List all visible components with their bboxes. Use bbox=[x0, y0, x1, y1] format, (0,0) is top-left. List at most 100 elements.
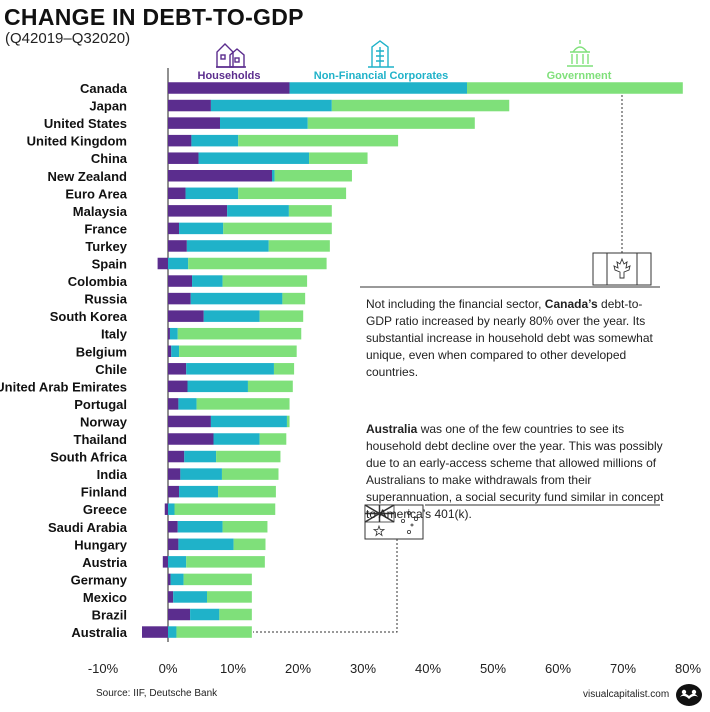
category-label: India bbox=[97, 467, 128, 482]
bar-segment bbox=[207, 591, 252, 603]
category-label: Australia bbox=[71, 625, 127, 640]
x-tick-label: 0% bbox=[159, 661, 178, 676]
category-label: China bbox=[91, 151, 128, 166]
annotation-canada-pre: Not including the financial sector, bbox=[366, 297, 545, 311]
category-label: Malaysia bbox=[73, 204, 128, 219]
bar-segment bbox=[168, 503, 175, 515]
brand-link[interactable]: visualcapitalist.com bbox=[583, 689, 670, 700]
bar-segment bbox=[168, 187, 186, 200]
bar-segment bbox=[210, 415, 287, 428]
bar-segment bbox=[168, 415, 211, 428]
capitol-building-icon bbox=[567, 40, 593, 67]
bar-segment bbox=[168, 485, 180, 498]
bar-segment bbox=[168, 573, 171, 586]
houses-icon bbox=[216, 43, 246, 68]
category-label: France bbox=[84, 221, 127, 236]
bar-segment bbox=[220, 117, 308, 129]
legend-label: Government bbox=[547, 70, 612, 82]
bar-segment bbox=[186, 240, 269, 252]
bar-segment bbox=[219, 608, 252, 621]
bar-segment bbox=[222, 275, 308, 287]
category-label: Chile bbox=[95, 362, 127, 377]
category-label: Japan bbox=[89, 99, 127, 114]
bar-segment bbox=[210, 99, 332, 112]
bar-segment bbox=[168, 556, 187, 568]
bar-segment bbox=[177, 521, 223, 533]
bar-segment bbox=[178, 398, 197, 410]
canada-flag-icon bbox=[592, 252, 652, 286]
category-label: Austria bbox=[82, 555, 128, 570]
bar-segment bbox=[168, 433, 214, 445]
bar-segment bbox=[168, 521, 178, 533]
category-label: Italy bbox=[101, 327, 128, 342]
bar-segment bbox=[247, 380, 293, 393]
bar-segment bbox=[223, 222, 332, 235]
category-label: Russia bbox=[84, 292, 127, 307]
category-label: Germany bbox=[71, 572, 128, 587]
x-tick-label: -10% bbox=[88, 661, 119, 676]
source-note: Source: IIF, Deutsche Bank bbox=[96, 688, 218, 699]
bar-segment bbox=[171, 345, 180, 357]
bar-segment bbox=[168, 327, 170, 340]
x-tick-label: 80% bbox=[675, 661, 701, 676]
bar-segment bbox=[168, 608, 191, 621]
category-label: Canada bbox=[80, 81, 128, 96]
bar-segment bbox=[164, 503, 168, 515]
bar-segment bbox=[142, 626, 168, 638]
bar-segment bbox=[198, 152, 310, 164]
category-label: United Arab Emirates bbox=[0, 379, 127, 394]
bar-segment bbox=[168, 222, 180, 235]
annotation-canada-bold: Canada’s bbox=[544, 297, 598, 311]
category-label: Belgium bbox=[76, 344, 127, 359]
bar-segment bbox=[222, 521, 268, 533]
office-building-icon bbox=[368, 40, 394, 68]
x-tick-label: 50% bbox=[480, 661, 506, 676]
bar-segment bbox=[168, 117, 220, 129]
bar-segment bbox=[221, 468, 279, 480]
bar-segment bbox=[168, 626, 177, 638]
category-label: Brazil bbox=[92, 608, 127, 623]
bar-segment bbox=[168, 310, 204, 322]
annotation-australia-post: was one of the few countries to see its … bbox=[366, 422, 664, 521]
bar-segment bbox=[179, 485, 219, 498]
bar-segment bbox=[227, 205, 289, 217]
bar-segment bbox=[173, 591, 207, 603]
bar-segment bbox=[168, 99, 211, 112]
x-tick-label: 10% bbox=[220, 661, 246, 676]
bar-segment bbox=[168, 345, 172, 357]
annotation-australia: Australia was one of the few countries t… bbox=[366, 421, 666, 523]
bar-segment bbox=[168, 292, 191, 305]
bar-segment bbox=[282, 292, 306, 305]
x-tick-label: 30% bbox=[350, 661, 376, 676]
bar-segment bbox=[183, 573, 252, 586]
bar-segment bbox=[188, 257, 327, 270]
chart-title: CHANGE IN DEBT-TO-GDP bbox=[4, 4, 304, 30]
bar-segment bbox=[190, 608, 220, 621]
bar-segment bbox=[196, 398, 290, 410]
x-tick-label: 70% bbox=[610, 661, 636, 676]
bar-segment bbox=[168, 134, 192, 147]
bar-segment bbox=[168, 82, 290, 94]
annotation-australia-bold: Australia bbox=[366, 422, 418, 436]
category-label: Euro Area bbox=[65, 186, 127, 201]
category-label: Hungary bbox=[74, 537, 128, 552]
bar-segment bbox=[307, 117, 475, 129]
bar-segment bbox=[185, 187, 239, 200]
bar-segment bbox=[272, 170, 275, 182]
bar-segment bbox=[168, 363, 187, 375]
bar-segment bbox=[169, 327, 178, 340]
bar-segment bbox=[179, 222, 224, 235]
bar-segment bbox=[288, 205, 332, 217]
bar-segment bbox=[177, 327, 302, 340]
bar-segment bbox=[174, 503, 276, 515]
category-label: Colombia bbox=[68, 274, 128, 289]
annotation-connectors bbox=[253, 95, 660, 633]
visual-capitalist-logo bbox=[676, 684, 702, 706]
bar-segment bbox=[238, 187, 347, 200]
bar-segment bbox=[286, 415, 290, 428]
bar-segment bbox=[170, 573, 184, 586]
bar-segment bbox=[168, 398, 179, 410]
annotation-canada-post: debt-to-GDP ratio increased by nearly 80… bbox=[366, 297, 653, 379]
category-label: Spain bbox=[92, 257, 127, 272]
